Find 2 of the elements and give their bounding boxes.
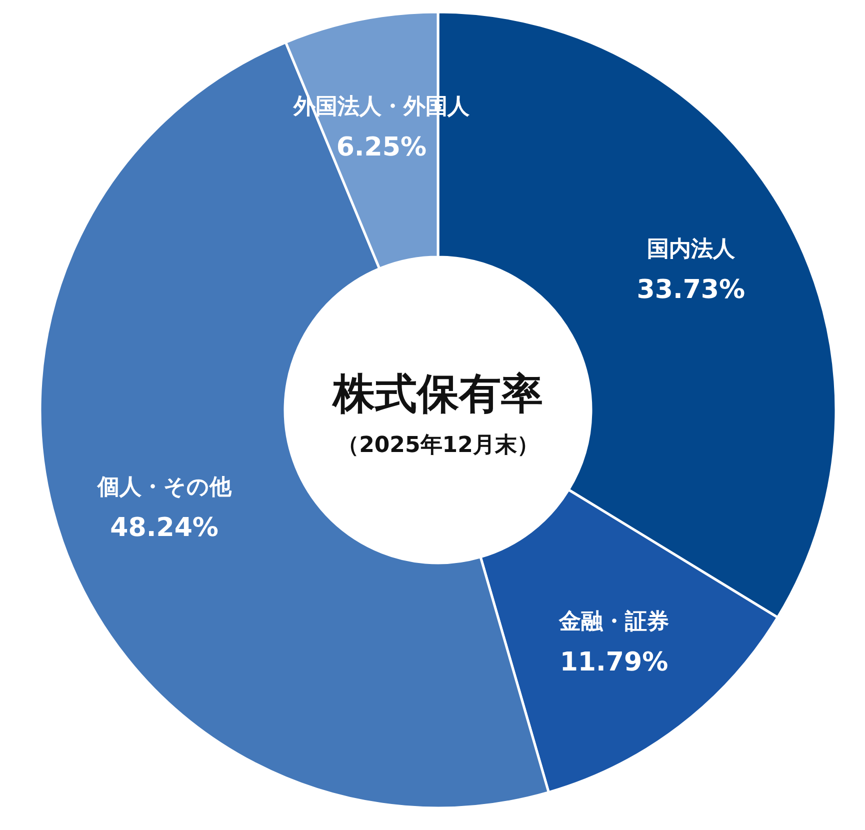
text: （2025年12月末） xyxy=(337,433,539,458)
text: 株式保有率 xyxy=(331,369,543,418)
